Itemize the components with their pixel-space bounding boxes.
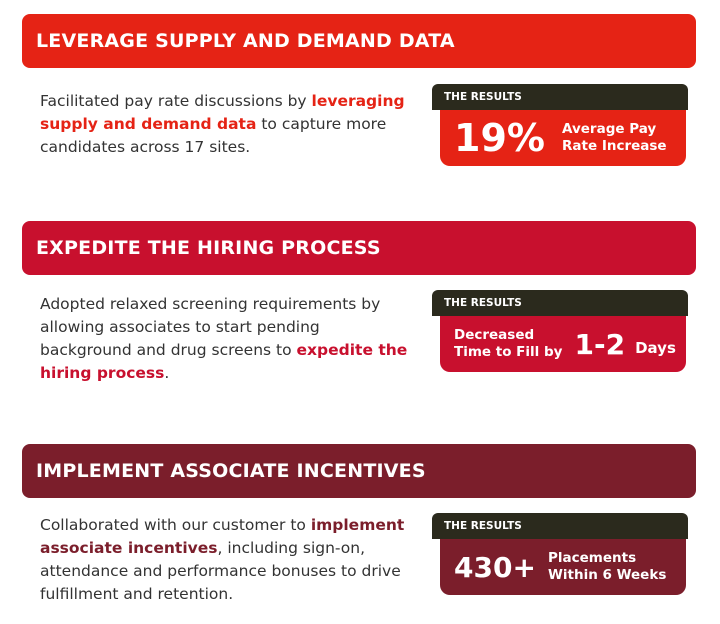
metric-caption: Decreased Time to Fill by xyxy=(454,327,562,361)
section-title: IMPLEMENT ASSOCIATE INCENTIVES xyxy=(36,460,426,482)
section-description: Facilitated pay rate discussions by leve… xyxy=(40,90,410,159)
metric-value: 19% xyxy=(454,116,545,160)
section-header-supply-demand: LEVERAGE SUPPLY AND DEMAND DATA xyxy=(22,14,696,68)
description-text: Facilitated pay rate discussions by xyxy=(40,92,312,110)
metric-value: 430+ xyxy=(454,550,536,584)
results-label: THE RESULTS xyxy=(432,290,688,316)
description-highlight: leveraging supply and demand data xyxy=(40,92,405,133)
metric-caption: Average Pay Rate Increase xyxy=(562,121,667,155)
section-description: Adopted relaxed screening requirements b… xyxy=(40,293,410,385)
results-label-text: THE RESULTS xyxy=(444,91,522,103)
section-title: EXPEDITE THE HIRING PROCESS xyxy=(36,237,381,259)
results-box: Decreased Time to Fill by 1-2 Days xyxy=(440,316,686,372)
section-title: LEVERAGE SUPPLY AND DEMAND DATA xyxy=(36,30,455,52)
section-header-hiring-process: EXPEDITE THE HIRING PROCESS xyxy=(22,221,696,275)
results-box: 19% Average Pay Rate Increase xyxy=(440,110,686,166)
results-label: THE RESULTS xyxy=(432,513,688,539)
metric-caption-line: Average Pay xyxy=(562,121,657,137)
metric-caption-line: Decreased xyxy=(454,327,535,343)
description-highlight: expedite the hiring process xyxy=(40,341,408,382)
metric-caption: Placements Within 6 Weeks xyxy=(548,550,666,584)
metric-caption-line: Rate Increase xyxy=(562,138,667,154)
metric-unit: Days xyxy=(635,339,676,357)
description-highlight: implement associate incentives xyxy=(40,516,405,557)
results-box: 430+ Placements Within 6 Weeks xyxy=(440,539,686,595)
description-text: Collaborated with our customer to xyxy=(40,516,311,534)
results-label-text: THE RESULTS xyxy=(444,520,522,532)
metric-caption-line: Placements xyxy=(548,550,637,566)
description-text: , including sign-on, attendance and perf… xyxy=(40,539,401,603)
results-label: THE RESULTS xyxy=(432,84,688,110)
results-label-text: THE RESULTS xyxy=(444,297,522,309)
metric-caption-line: Within 6 Weeks xyxy=(548,567,667,583)
description-text: to capture more candidates across 17 sit… xyxy=(40,115,387,156)
section-description: Collaborated with our customer to implem… xyxy=(40,514,410,606)
metric-caption-line: Time to Fill by xyxy=(454,344,563,360)
metric-value: 1-2 xyxy=(574,327,626,361)
description-text: Adopted relaxed screening requirements b… xyxy=(40,295,381,359)
description-text: . xyxy=(164,364,170,382)
section-header-incentives: IMPLEMENT ASSOCIATE INCENTIVES xyxy=(22,444,696,498)
